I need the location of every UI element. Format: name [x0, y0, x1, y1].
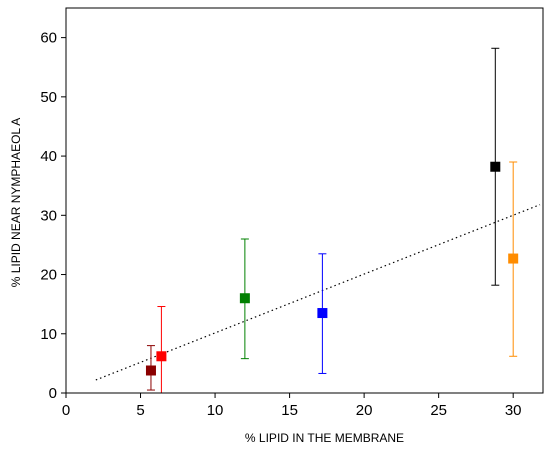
y-tick-label: 30: [40, 207, 57, 224]
plot-frame: [65, 7, 544, 394]
y-tick-label: 50: [40, 89, 57, 106]
x-tick-label: 15: [281, 402, 298, 419]
y-tick-label: 10: [40, 326, 57, 343]
data-point: [145, 365, 156, 376]
data-point: [239, 293, 250, 304]
data-point: [490, 161, 501, 172]
x-tick-label: 25: [430, 402, 447, 419]
x-tick-label: 10: [207, 402, 224, 419]
x-tick-label: 5: [136, 402, 144, 419]
data-point: [156, 351, 167, 362]
data-point: [508, 253, 519, 264]
error-bar: [157, 306, 166, 394]
data-point: [317, 308, 328, 319]
x-tick-label: 20: [356, 402, 373, 419]
y-tick-label: 20: [40, 267, 57, 284]
trend-line: [95, 204, 541, 381]
y-tick-label: 40: [40, 148, 57, 165]
x-tick-label: 0: [62, 402, 70, 419]
x-axis-label: % LIPID IN THE MEMBRANE: [245, 431, 404, 445]
x-tick-label: 30: [505, 402, 522, 419]
y-tick-label: 0: [49, 385, 57, 402]
y-tick-label: 60: [40, 30, 57, 47]
y-axis-label: % LIPID NEAR NYMPHAEOL A: [9, 118, 23, 288]
